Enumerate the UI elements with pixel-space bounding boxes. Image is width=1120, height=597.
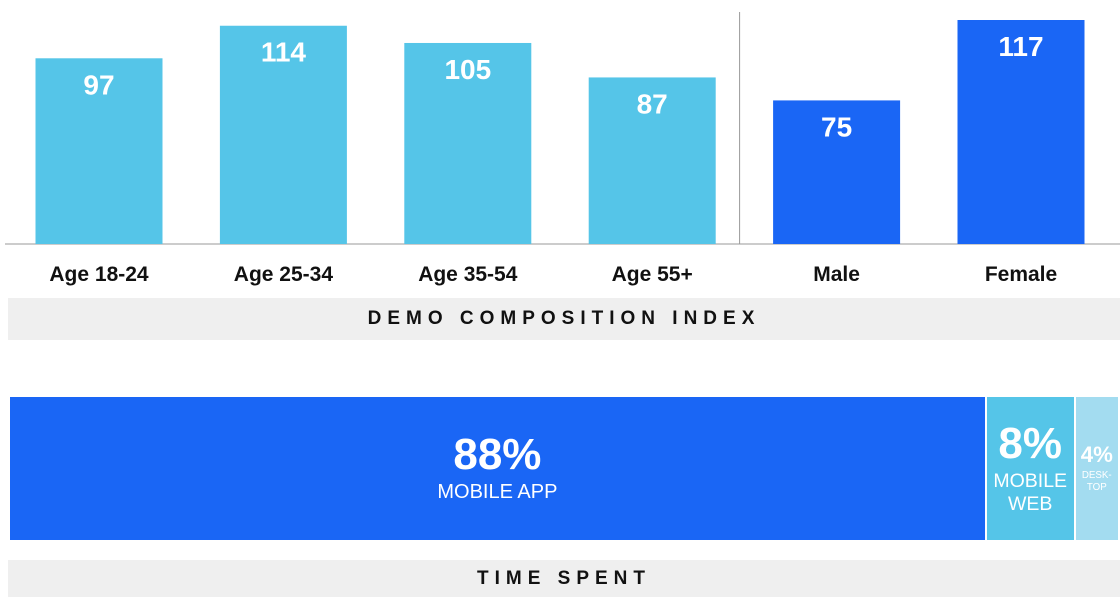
data-label: 8% [998, 419, 1062, 469]
data-label: 4% [1080, 442, 1113, 468]
bar [219, 25, 347, 244]
data-label: 88% [453, 430, 542, 479]
chart-title: TIME SPENT [8, 560, 1120, 597]
bar-segment: 88% MOBILE APP [10, 397, 987, 540]
x-tick-label: Male [813, 263, 860, 286]
bar-segment: 8% MOBILE WEB [986, 397, 1076, 540]
bar [957, 20, 1085, 244]
data-label: 97 [83, 69, 114, 100]
bar [35, 58, 163, 244]
x-tick-label: Female [985, 263, 1057, 286]
stacked-bar: 88% MOBILE APP 8% MOBILE WEB 4% DESK-TOP [10, 397, 1120, 540]
chart-title: DEMO COMPOSITION INDEX [8, 298, 1120, 340]
data-label: 114 [261, 37, 307, 68]
bar [404, 42, 532, 244]
x-tick-label: Age 35-54 [418, 263, 518, 286]
data-label: 75 [821, 111, 852, 142]
segment-label: MOBILE WEB [993, 470, 1068, 515]
segment-label: MOBILE APP [437, 481, 558, 503]
data-label: 105 [444, 54, 491, 85]
x-tick-label: Age 18-24 [49, 263, 149, 286]
bar-chart: 97 Age 18-24 114 Age 25-34 105 Age 35-54 87 Age… [5, 12, 1120, 286]
bar [588, 77, 716, 244]
x-tick-label: Age 55+ [612, 263, 693, 286]
x-tick-label: Age 25-34 [234, 263, 334, 286]
bar-segment: 4% DESK-TOP [1075, 397, 1120, 540]
bar [773, 100, 901, 245]
segment-label: DESK-TOP [1081, 470, 1112, 493]
data-label: 87 [637, 88, 668, 119]
data-label: 117 [998, 31, 1043, 62]
